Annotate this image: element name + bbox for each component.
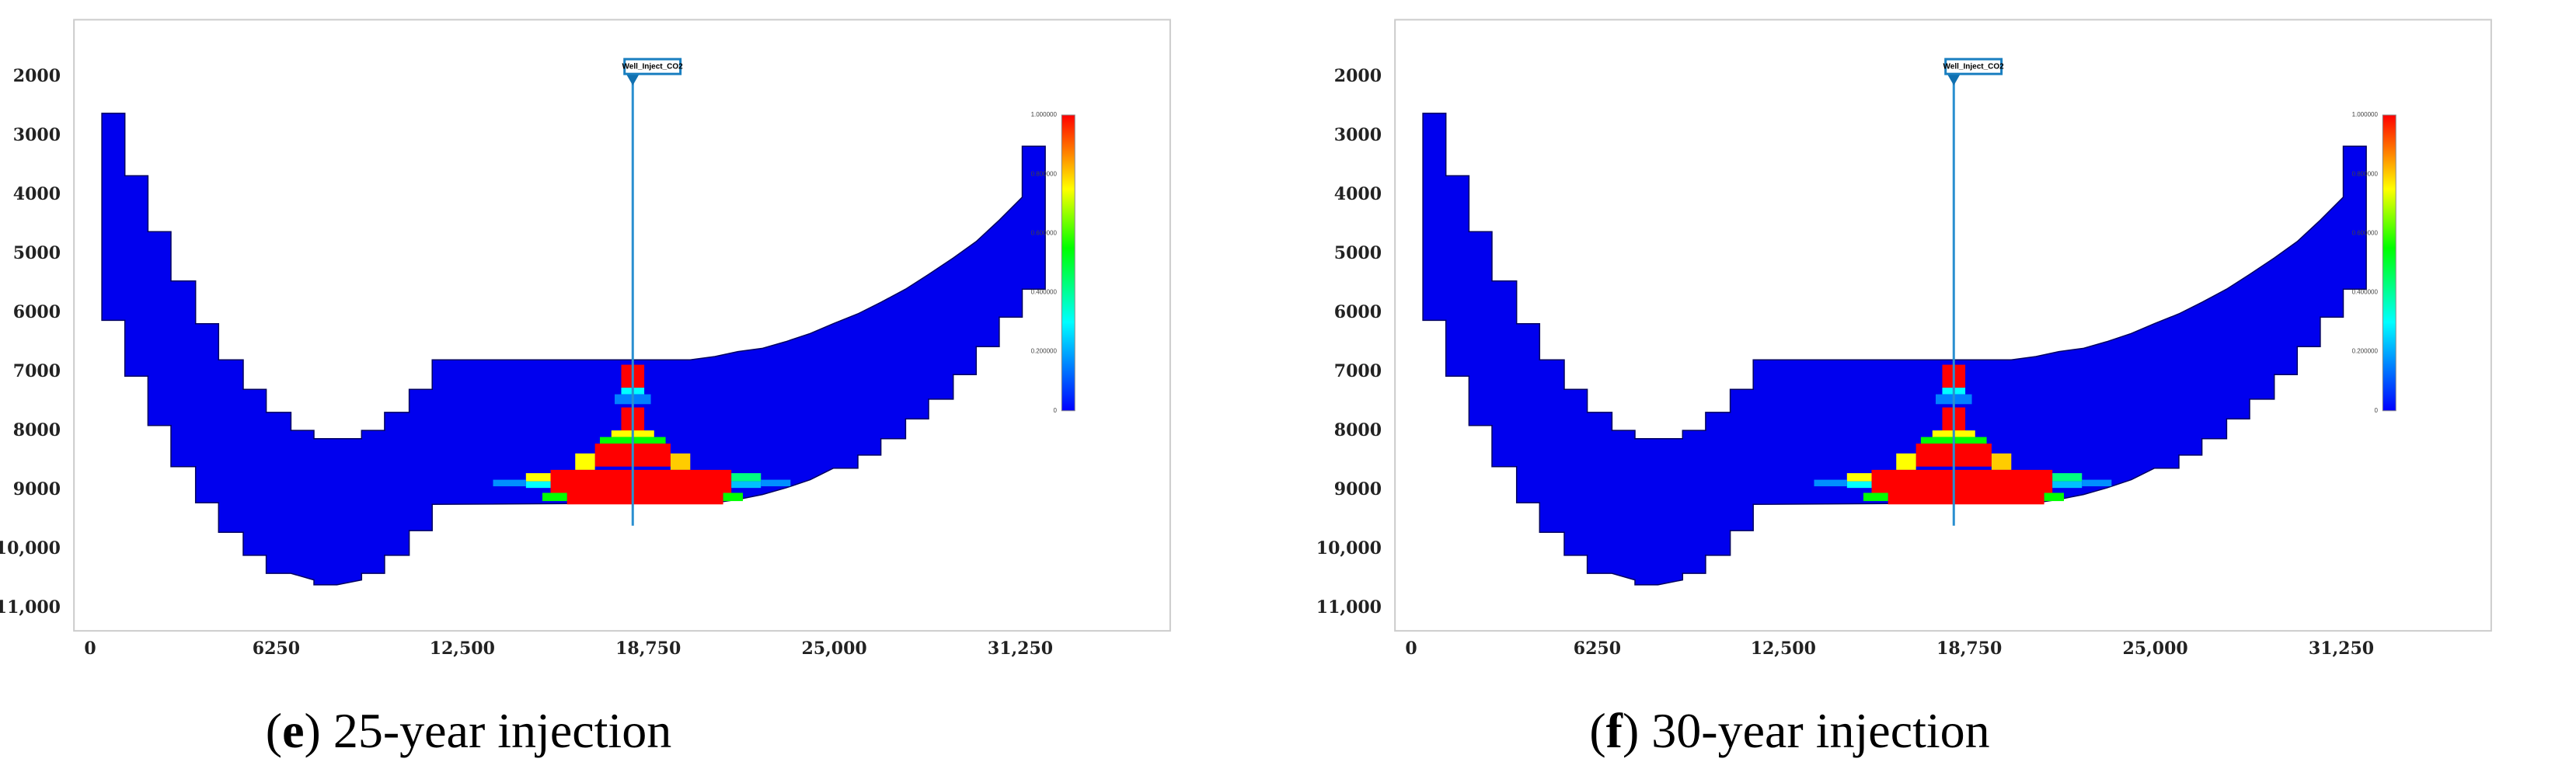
colorbar-label: 0.600000 [1031, 229, 1058, 236]
well-label-box [1944, 57, 2003, 75]
x-tick-label: 18,750 [1936, 639, 2002, 659]
well-marker [626, 74, 640, 85]
y-tick-label: 2000 [13, 66, 61, 86]
colorbar-label: 0.800000 [2352, 170, 2379, 177]
colorbar-label: 0.200000 [2352, 348, 2379, 355]
co2-cell [670, 453, 691, 470]
well-label: Well_Inject_CO2 [1943, 62, 2005, 71]
caption: (f) 30-year injection [1589, 703, 1989, 758]
co2-cell [2052, 481, 2083, 489]
well-marker [1947, 74, 1961, 85]
y-tick-label: 3000 [1334, 125, 1382, 145]
caption-letter: f [1606, 703, 1623, 758]
y-tick-label: 4000 [13, 184, 61, 204]
co2-cell [731, 473, 762, 482]
colorbar-label: 0 [1053, 407, 1057, 414]
colorbar-label: 0 [2374, 407, 2378, 414]
y-tick-label: 8000 [1334, 420, 1382, 440]
caption: (e) 25-year injection [266, 703, 671, 758]
co2-cell [2052, 473, 2083, 482]
caption-letter: e [282, 703, 304, 758]
x-tick-label: 12,500 [430, 639, 495, 659]
plot-frame [73, 19, 1171, 632]
co2-cell [542, 492, 567, 502]
y-tick-label: 6000 [1334, 302, 1382, 322]
well-label-box [623, 57, 682, 75]
reservoir-grid [1422, 113, 2367, 586]
co2-cell [723, 492, 743, 502]
colorbar-label: 1.000000 [1031, 111, 1058, 118]
colorbar-label: 0.400000 [1031, 289, 1058, 296]
co2-cell [1896, 453, 1916, 470]
caption-rest: ) 30-year injection [1623, 703, 1990, 758]
plot-frame [1394, 19, 2492, 632]
co2-cell [1846, 481, 1872, 489]
y-tick-label: 5000 [13, 243, 61, 263]
colorbar [1061, 114, 1075, 412]
y-tick-label: 10,000 [0, 538, 61, 559]
y-tick-label: 4000 [1334, 184, 1382, 204]
colorbar-label: 0.800000 [1031, 170, 1058, 177]
co2-cell [1814, 479, 1847, 487]
co2-cell [575, 453, 595, 470]
x-tick-label: 12,500 [1751, 639, 1816, 659]
x-tick-label: 6250 [1574, 639, 1621, 659]
y-tick-label: 7000 [1334, 361, 1382, 381]
panel: Well_Inject_CO2 1.000000 0.800000 0.600000 0… [0, 19, 1171, 758]
x-tick-label: 25,000 [801, 639, 866, 659]
y-tick-label: 3000 [13, 125, 61, 145]
caption-open: ( [266, 703, 282, 758]
y-tick-label: 10,000 [1316, 538, 1382, 559]
y-tick-label: 8000 [13, 420, 61, 440]
co2-cell [1863, 492, 1888, 502]
colorbar [2382, 114, 2396, 412]
well-label: Well_Inject_CO2 [622, 62, 684, 71]
colorbar-label: 0.400000 [2352, 289, 2379, 296]
x-tick-label: 0 [84, 639, 96, 659]
co2-cell [1846, 473, 1872, 482]
co2-cell [525, 481, 551, 489]
co2-cell [566, 492, 723, 505]
y-tick-label: 9000 [1334, 479, 1382, 499]
y-tick-label: 11,000 [1316, 597, 1382, 618]
co2-cell [2044, 492, 2064, 502]
y-tick-label: 11,000 [0, 597, 61, 618]
colorbar-label: 1.000000 [2352, 111, 2379, 118]
caption-rest: ) 25-year injection [305, 703, 672, 758]
co2-cell [1871, 469, 2053, 493]
x-tick-label: 18,750 [615, 639, 681, 659]
co2-cell [550, 469, 732, 493]
x-tick-label: 0 [1405, 639, 1417, 659]
co2-cell [1888, 492, 2044, 505]
colorbar-label: 0.200000 [1031, 348, 1058, 355]
co2-cell [1991, 453, 2012, 470]
x-tick-label: 31,250 [988, 639, 1053, 659]
y-tick-label: 5000 [1334, 243, 1382, 263]
y-tick-label: 2000 [1334, 66, 1382, 86]
y-tick-label: 7000 [13, 361, 61, 381]
x-tick-label: 25,000 [2122, 639, 2187, 659]
co2-cell [731, 481, 762, 489]
reservoir-grid [101, 113, 1046, 586]
y-tick-label: 6000 [13, 302, 61, 322]
co2-cell [525, 473, 551, 482]
x-tick-label: 6250 [253, 639, 300, 659]
panel: Well_Inject_CO2 1.000000 0.800000 0.600000 0… [1316, 19, 2492, 758]
co2-cell [493, 479, 526, 487]
colorbar-label: 0.600000 [2352, 229, 2379, 236]
x-tick-label: 31,250 [2309, 639, 2374, 659]
co2-cell [761, 479, 791, 487]
caption-open: ( [1589, 703, 1605, 758]
co2-cell [2082, 479, 2112, 487]
y-tick-label: 9000 [13, 479, 61, 499]
